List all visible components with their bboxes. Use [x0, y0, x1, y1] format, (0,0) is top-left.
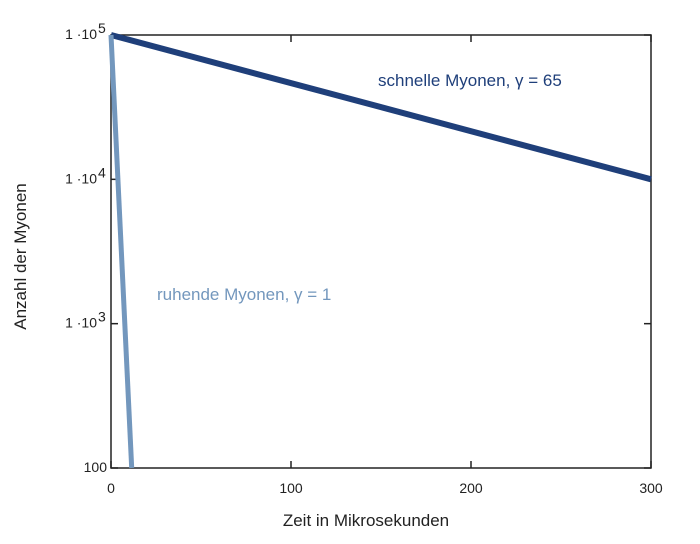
series-label-fast-muons: schnelle Myonen, γ = 65: [378, 71, 562, 90]
x-axis-title: Zeit in Mikrosekunden: [283, 511, 449, 530]
series-line-0: [110, 32, 652, 183]
x-tick-label: 100: [279, 480, 303, 496]
y-tick-label: 100: [84, 459, 108, 475]
series-line-1: [108, 34, 135, 469]
x-tick-label: 300: [639, 480, 663, 496]
series-lines: [108, 32, 652, 469]
y-tick-exponent: 3: [98, 309, 106, 325]
y-axis-title: Anzahl der Myonen: [11, 183, 30, 329]
y-tick-exponent: 5: [98, 20, 106, 36]
x-tick-label: 0: [107, 480, 115, 496]
x-axis-ticks: 0 100 200 300: [107, 35, 663, 496]
y-tick-label: 1 ·10: [65, 26, 97, 42]
series-label-resting-muons: ruhende Myonen, γ = 1: [157, 285, 331, 304]
plot-frame: [110, 34, 652, 469]
y-tick-exponent: 4: [98, 164, 106, 180]
x-tick-label: 200: [459, 480, 483, 496]
y-tick-label: 1 ·10: [65, 315, 97, 331]
y-tick-label: 1 ·10: [65, 170, 97, 186]
